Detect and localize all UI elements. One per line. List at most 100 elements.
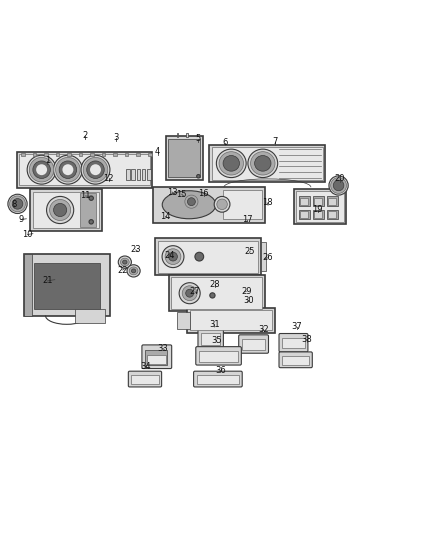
Bar [155,238,261,275]
Bar [131,169,135,180]
FancyBboxPatch shape [279,352,312,368]
Bar [299,197,310,206]
Bar [209,145,325,182]
Ellipse shape [123,260,127,264]
Bar [177,133,178,138]
Text: 38: 38 [301,335,312,344]
Ellipse shape [329,176,348,195]
Text: 17: 17 [242,215,253,224]
Bar [168,139,200,177]
Bar [190,310,272,330]
Ellipse shape [223,156,240,171]
Circle shape [197,174,200,178]
Bar [137,153,140,156]
Bar [113,153,117,156]
Text: 10: 10 [22,230,33,239]
Ellipse shape [216,149,246,177]
Bar [300,198,308,205]
Bar [299,209,310,219]
FancyBboxPatch shape [279,334,308,352]
Bar [294,189,346,223]
Bar [313,209,324,219]
Bar [34,263,100,309]
Bar [125,153,128,156]
Ellipse shape [62,164,73,175]
Text: 18: 18 [262,198,272,207]
Text: 34: 34 [140,362,151,371]
Bar [75,310,105,324]
Ellipse shape [182,286,197,301]
Ellipse shape [53,155,82,184]
Ellipse shape [53,204,67,216]
Ellipse shape [214,197,230,212]
Bar [166,136,203,180]
Ellipse shape [120,258,129,266]
Bar [147,355,166,364]
Bar [145,350,167,365]
Bar [187,308,275,333]
Bar [17,152,152,188]
FancyBboxPatch shape [196,346,241,365]
Bar [171,278,262,309]
Circle shape [89,196,93,200]
Ellipse shape [83,157,108,182]
FancyBboxPatch shape [194,371,242,387]
Bar [327,209,338,219]
Bar [56,153,59,156]
Ellipse shape [56,157,80,182]
FancyBboxPatch shape [239,335,268,353]
Ellipse shape [219,152,244,175]
Bar [126,169,130,180]
Bar [314,211,322,218]
Text: 32: 32 [258,325,268,334]
Ellipse shape [165,249,181,264]
Circle shape [195,252,204,261]
Text: 19: 19 [312,205,323,214]
Text: 4: 4 [155,147,160,156]
Bar [137,169,140,180]
Bar [296,191,344,222]
Bar [30,189,102,231]
Ellipse shape [187,198,195,206]
Bar [142,169,145,180]
Bar [328,198,336,205]
Text: 29: 29 [241,287,251,296]
Text: 1: 1 [45,156,50,165]
Text: 21: 21 [42,277,53,286]
Ellipse shape [87,161,104,179]
Ellipse shape [118,256,131,268]
Ellipse shape [8,194,27,214]
Text: 27: 27 [190,287,200,296]
Ellipse shape [186,289,194,297]
Text: 30: 30 [244,296,254,305]
Text: 24: 24 [165,251,175,260]
Text: 23: 23 [131,245,141,254]
Ellipse shape [217,199,227,209]
Bar [261,243,266,271]
Bar [24,254,32,316]
Bar [21,153,25,156]
Bar [282,338,305,349]
Ellipse shape [49,199,71,221]
Bar [44,153,48,156]
Ellipse shape [162,246,184,268]
Ellipse shape [10,196,25,212]
Bar [131,375,159,384]
Ellipse shape [81,155,110,184]
Text: 8: 8 [11,200,17,209]
Text: 31: 31 [209,320,219,329]
Bar [153,187,265,223]
Text: 12: 12 [103,174,114,183]
Ellipse shape [251,152,275,175]
Text: 25: 25 [245,247,255,256]
Ellipse shape [331,177,346,193]
Bar [300,211,308,218]
Text: 6: 6 [222,138,227,147]
Bar [314,198,322,205]
Ellipse shape [90,164,101,175]
FancyBboxPatch shape [128,371,162,387]
Bar [186,133,187,138]
Ellipse shape [127,265,140,277]
Circle shape [210,293,215,298]
Bar [212,147,323,180]
